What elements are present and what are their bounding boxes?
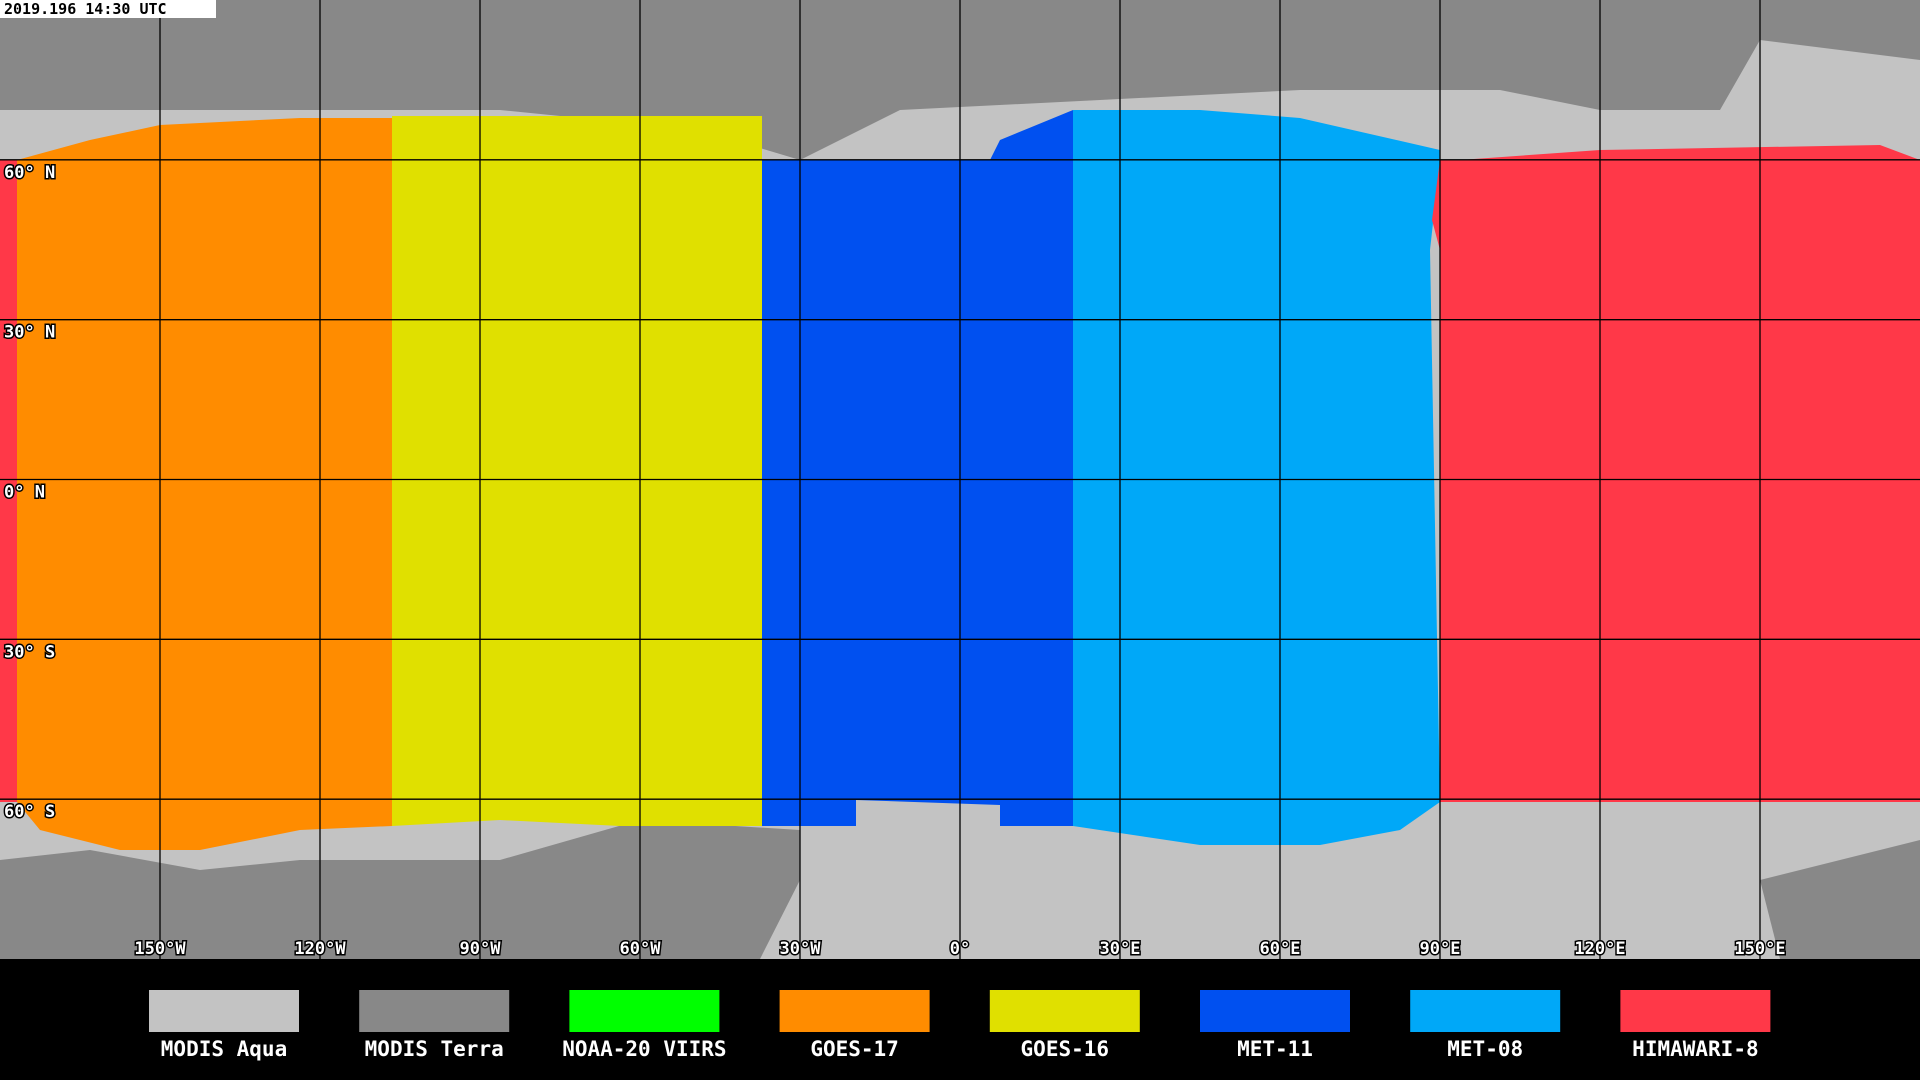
lat-label: 60° N xyxy=(4,163,55,183)
legend-swatch xyxy=(1410,990,1561,1032)
lon-label: 120°E xyxy=(1574,939,1625,959)
legend-swatch xyxy=(359,990,510,1032)
legend-swatch xyxy=(989,990,1140,1032)
lat-label: 30° N xyxy=(4,323,55,343)
coverage-modis-terra xyxy=(1760,840,1920,959)
legend-label: GOES-17 xyxy=(810,1037,899,1061)
legend-swatch xyxy=(779,990,930,1032)
legend-label: MET-08 xyxy=(1447,1037,1523,1061)
lon-label: 90°W xyxy=(460,939,502,959)
coverage-goes-17 xyxy=(17,118,392,850)
lon-label: 30°E xyxy=(1100,939,1141,959)
lon-label: 60°W xyxy=(620,939,662,959)
legend-swatch xyxy=(1620,990,1771,1032)
lon-label: 150°E xyxy=(1734,939,1785,959)
coverage-met-08 xyxy=(1073,110,1440,845)
lon-label: 90°E xyxy=(1420,939,1461,959)
timestamp-box xyxy=(0,0,216,18)
coverage-goes-16 xyxy=(392,116,762,826)
lon-label: 30°W xyxy=(780,939,822,959)
coverage-modis-terra xyxy=(0,820,800,959)
lat-label: 0° N xyxy=(4,483,45,503)
lon-label: 150°W xyxy=(134,939,186,959)
timestamp: 2019.196 14:30 UTC xyxy=(4,0,167,18)
legend-label: NOAA-20 VIIRS xyxy=(562,1037,726,1061)
legend-label: MET-11 xyxy=(1237,1037,1313,1061)
lon-label: 120°W xyxy=(294,939,346,959)
legend-swatch xyxy=(149,990,299,1032)
lon-label: 0° xyxy=(950,939,970,959)
legend-label: MODIS Terra xyxy=(365,1037,504,1061)
legend-swatch xyxy=(569,990,720,1032)
coverage-himawari-8 xyxy=(1432,145,1920,802)
legend-label: HIMAWARI-8 xyxy=(1632,1037,1758,1061)
legend-swatch xyxy=(1200,990,1350,1032)
coverage-met-11 xyxy=(762,110,1073,826)
legend-label: MODIS Aqua xyxy=(161,1037,287,1061)
lat-label: 30° S xyxy=(4,642,55,662)
legend-label: GOES-16 xyxy=(1021,1037,1110,1061)
lat-label: 60° S xyxy=(4,802,55,822)
lon-label: 60°E xyxy=(1260,939,1301,959)
coverage-himawari-8 xyxy=(0,160,17,802)
